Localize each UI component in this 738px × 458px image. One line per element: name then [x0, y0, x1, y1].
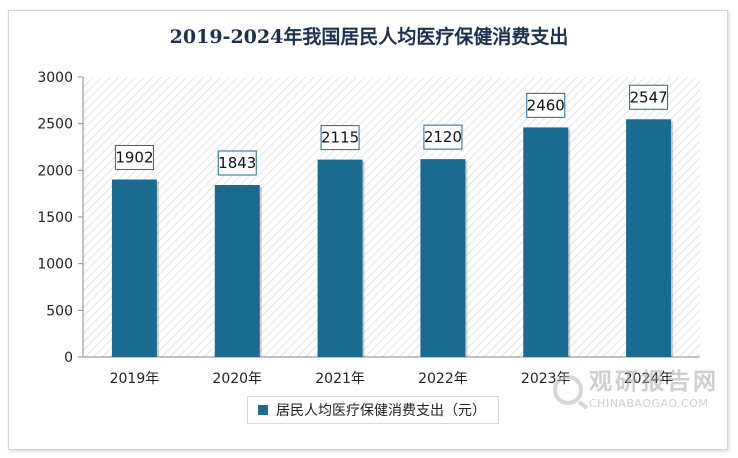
bar	[214, 184, 260, 357]
magnifier-logo-icon	[553, 375, 583, 405]
data-label: 2115	[321, 129, 359, 147]
chart-title: 2019-2024年我国居民人均医疗保健消费支出	[169, 26, 569, 48]
x-tick-label: 2024年	[624, 371, 674, 387]
legend-swatch	[258, 405, 268, 415]
data-label-box	[320, 125, 360, 151]
watermark-text-cn: 观研报告网	[589, 369, 719, 395]
x-tick-label: 2020年	[212, 371, 262, 387]
data-label: 2547	[629, 88, 667, 106]
legend-label: 居民人均医疗保健消费支出（元）	[276, 403, 486, 419]
data-label-box	[629, 84, 669, 110]
data-label: 2120	[424, 128, 462, 146]
y-tick-label: 500	[46, 303, 73, 319]
data-label-box	[114, 144, 154, 170]
data-label: 1902	[115, 148, 153, 166]
x-tick-label: 2021年	[315, 371, 365, 387]
y-tick-label: 1500	[37, 210, 73, 226]
y-tick-label: 1000	[37, 257, 73, 273]
bar	[420, 159, 466, 357]
y-tick-label: 0	[64, 350, 73, 366]
watermark-text-en: CHINABAOGAO.COM	[589, 397, 709, 410]
bar	[111, 179, 157, 357]
data-label: 2460	[527, 96, 565, 114]
bar	[317, 159, 363, 357]
y-tick-label: 2500	[37, 117, 73, 133]
y-tick-label: 3000	[37, 70, 73, 86]
bar	[626, 119, 672, 357]
x-tick-label: 2019年	[110, 371, 160, 387]
data-label-box	[217, 150, 257, 176]
watermark: 观研报告网 CHINABAOGAO.COM	[553, 371, 719, 409]
data-label-box	[423, 124, 463, 150]
chart-legend: 居民人均医疗保健消费支出（元）	[247, 396, 499, 424]
bar	[523, 127, 569, 358]
data-label-box	[526, 92, 566, 118]
plot-background	[83, 77, 700, 357]
data-label: 1843	[218, 154, 256, 172]
y-tick-label: 2000	[37, 163, 73, 179]
x-tick-label: 2022年	[418, 371, 468, 387]
